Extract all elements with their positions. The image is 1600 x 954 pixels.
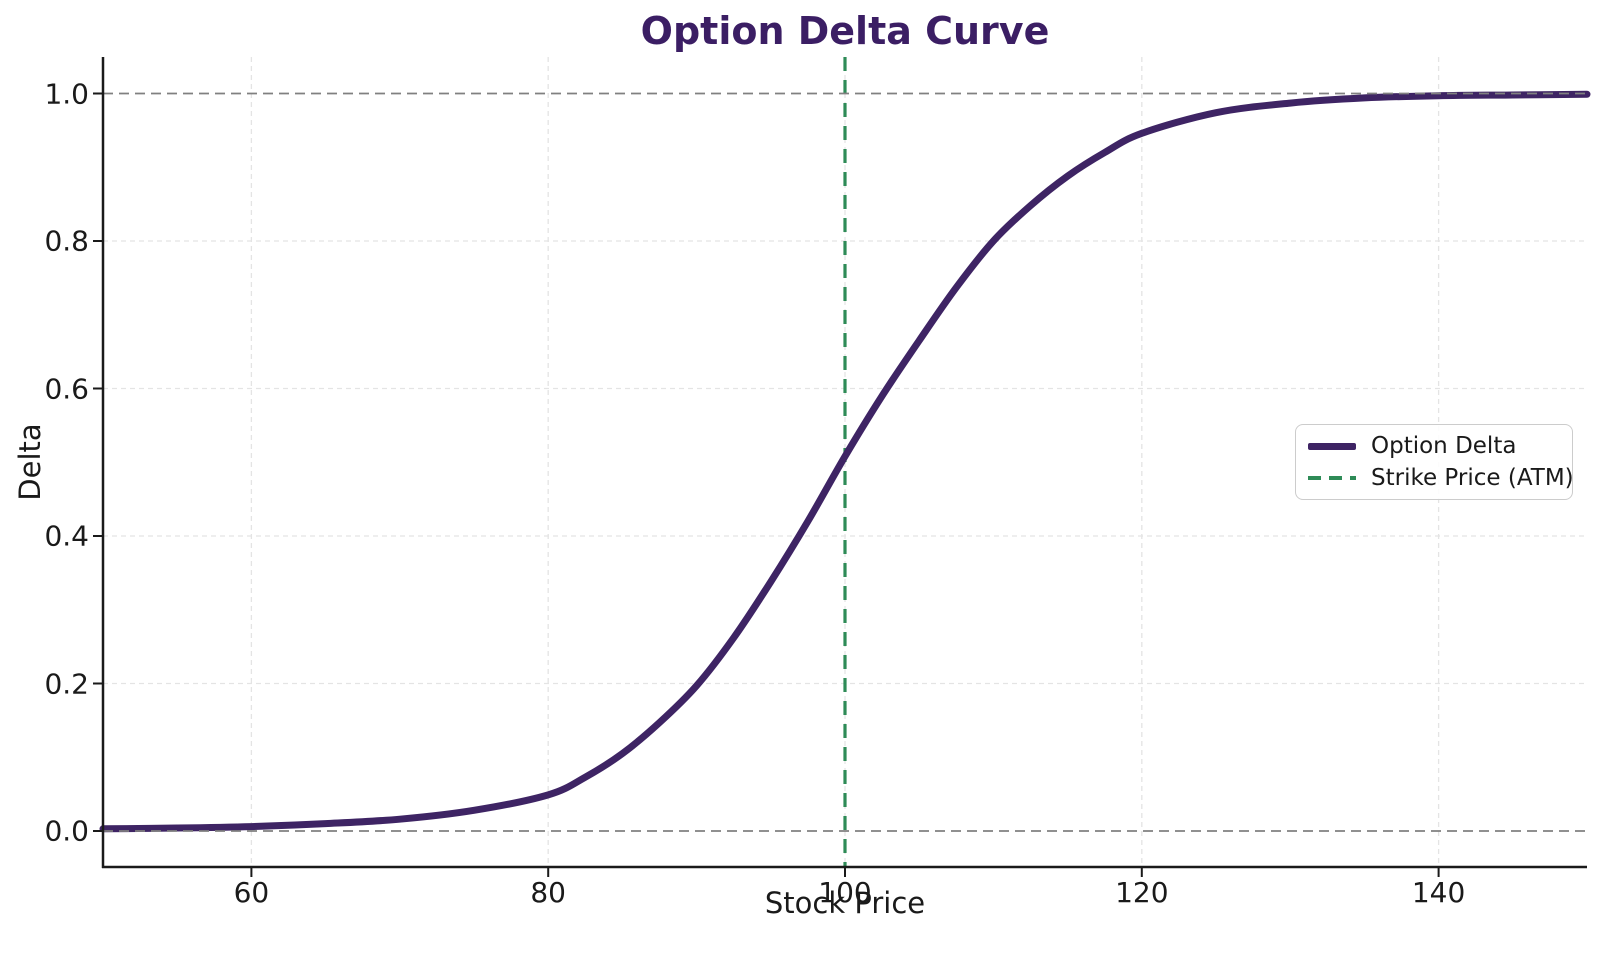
chart-title: Option Delta Curve <box>640 9 1050 53</box>
x-tick-label: 100 <box>818 876 872 909</box>
y-tick-label: 0.2 <box>44 667 89 700</box>
y-tick-label: 0.4 <box>44 519 89 553</box>
option-delta-curve <box>99 90 1591 833</box>
x-tick-label: 120 <box>1115 876 1169 909</box>
legend: Option Delta Strike Price (ATM) <box>1295 424 1574 500</box>
strike-price-line-swatch <box>1308 476 1356 480</box>
y-tick-label: 1.0 <box>44 77 89 110</box>
legend-item-option-delta: Option Delta <box>1308 433 1572 459</box>
y-tick-label: 0.8 <box>44 224 89 258</box>
x-tick-label: 80 <box>530 876 567 909</box>
y-axis-label: Delta <box>13 423 47 501</box>
legend-item-strike-price: Strike Price (ATM) <box>1308 465 1574 491</box>
y-tick-label: 0.6 <box>44 372 89 405</box>
legend-label: Option Delta <box>1371 433 1517 459</box>
option-delta-line-swatch <box>1308 442 1356 450</box>
y-tick-label: 0.0 <box>44 814 89 848</box>
legend-label: Strike Price (ATM) <box>1371 465 1574 491</box>
x-tick-label: 140 <box>1411 876 1466 909</box>
x-axis-label: Stock Price <box>764 886 926 920</box>
x-tick-label: 60 <box>233 876 270 909</box>
